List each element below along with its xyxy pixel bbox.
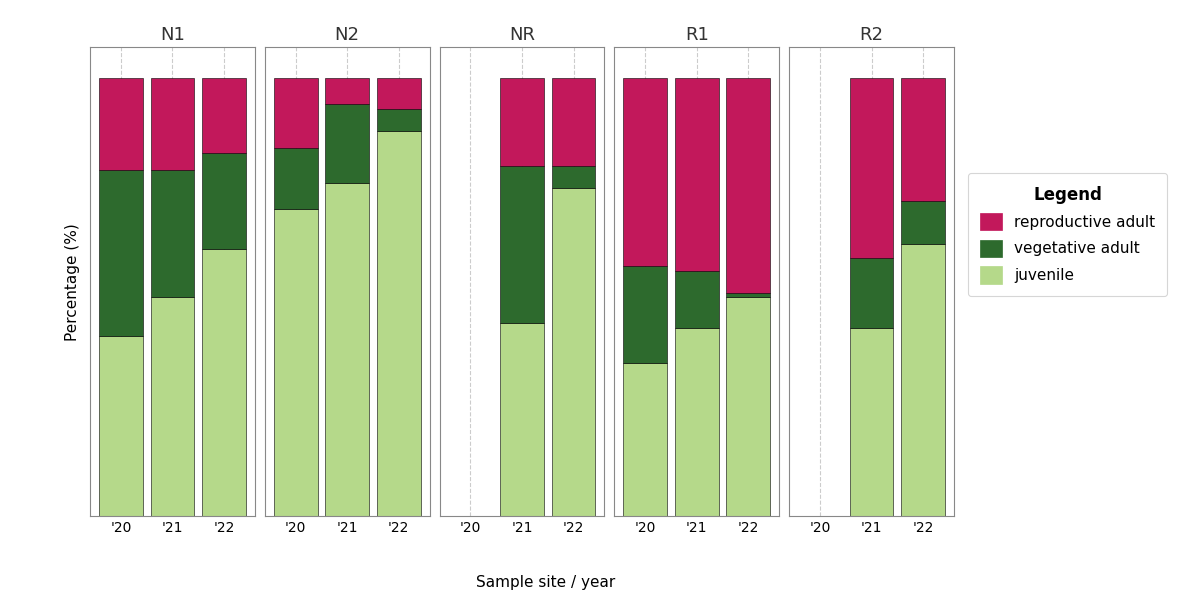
Bar: [150, 78, 194, 170]
Bar: [552, 187, 595, 516]
Bar: [100, 336, 143, 516]
Bar: [850, 78, 894, 257]
Bar: [726, 292, 770, 297]
Bar: [100, 170, 143, 336]
Title: NR: NR: [509, 27, 535, 44]
Title: N1: N1: [160, 27, 185, 44]
Bar: [377, 130, 421, 516]
Bar: [674, 78, 719, 271]
Title: N2: N2: [335, 27, 360, 44]
Bar: [202, 78, 246, 152]
Bar: [901, 244, 944, 516]
Bar: [500, 165, 544, 323]
Bar: [150, 297, 194, 516]
Bar: [325, 78, 370, 104]
Bar: [726, 297, 770, 516]
Bar: [274, 78, 318, 148]
Bar: [901, 200, 944, 244]
Bar: [500, 323, 544, 516]
Bar: [202, 249, 246, 516]
Bar: [150, 170, 194, 297]
Title: R1: R1: [685, 27, 709, 44]
Bar: [100, 78, 143, 170]
Y-axis label: Percentage (%): Percentage (%): [65, 223, 79, 340]
Bar: [325, 183, 370, 516]
Bar: [274, 209, 318, 516]
Bar: [674, 271, 719, 328]
Legend: reproductive adult, vegetative adult, juvenile: reproductive adult, vegetative adult, ju…: [968, 173, 1168, 296]
Bar: [377, 109, 421, 130]
Bar: [325, 104, 370, 183]
Text: Sample site / year: Sample site / year: [476, 575, 616, 590]
Bar: [901, 78, 944, 200]
Bar: [726, 78, 770, 292]
Bar: [202, 152, 246, 249]
Title: R2: R2: [859, 27, 883, 44]
Bar: [623, 363, 667, 516]
Bar: [674, 328, 719, 516]
Bar: [500, 78, 544, 165]
Bar: [377, 78, 421, 109]
Bar: [850, 257, 894, 328]
Bar: [552, 78, 595, 165]
Bar: [552, 165, 595, 187]
Bar: [623, 266, 667, 363]
Bar: [850, 328, 894, 516]
Bar: [274, 148, 318, 209]
Bar: [623, 78, 667, 266]
